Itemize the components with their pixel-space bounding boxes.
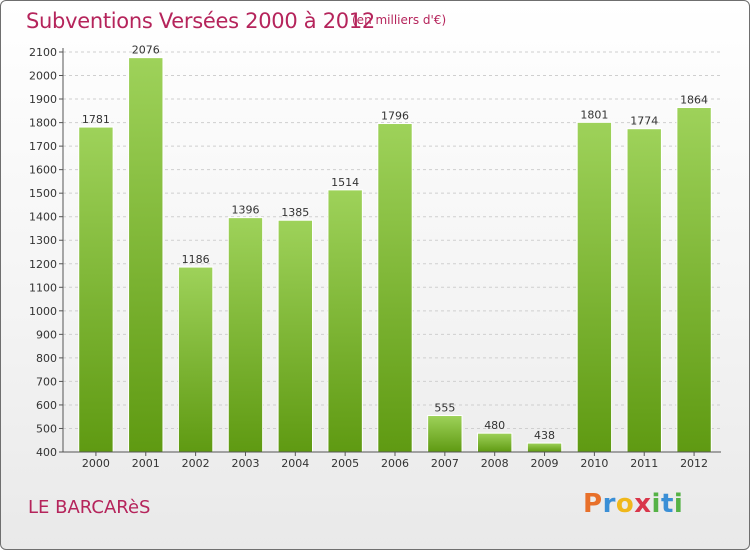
y-tick-label: 1300 <box>29 234 57 247</box>
y-axis: 400 500 600 700 800 900 1000 1100 1200 1300 1400 15… <box>29 46 64 459</box>
bar-2004 <box>277 219 314 453</box>
y-tick-label: 2000 <box>29 70 57 83</box>
y-tick-label: 700 <box>36 375 57 388</box>
y-tick-label: 1400 <box>29 211 57 224</box>
bar-2006 <box>377 123 413 453</box>
proxiti-logo: Proxiti <box>583 489 684 519</box>
x-tick-label-2001: 2001 <box>132 457 160 470</box>
bar-2003 <box>227 217 264 453</box>
data-label-2000: 1781 <box>82 113 110 126</box>
y-tick-label: 1900 <box>29 93 57 106</box>
data-label-2012: 1864 <box>680 94 708 107</box>
bar-2005 <box>327 189 363 453</box>
chart-unit: (en milliers d'€) <box>352 13 447 27</box>
x-tick-label-2000: 2000 <box>82 457 110 470</box>
data-label-2005: 1514 <box>331 176 359 189</box>
x-tick-label-2002: 2002 <box>182 457 210 470</box>
x-tick-label-2009: 2009 <box>531 457 559 470</box>
x-tick-label-2005: 2005 <box>331 457 359 470</box>
x-axis: 2000 2001 2002 2003 2004 2005 2006 2007 2008 2009… <box>63 451 721 470</box>
bar-chart: 400 500 600 700 800 900 1000 1100 1200 1300 1400 15… <box>29 44 721 470</box>
y-tick-label: 800 <box>36 352 57 365</box>
y-tick-label: 2100 <box>29 46 57 59</box>
bar-2009 <box>526 442 563 453</box>
bar-2008 <box>476 432 513 453</box>
bars <box>78 57 712 453</box>
bar-2012 <box>676 107 712 453</box>
y-tick-label: 500 <box>36 422 57 435</box>
data-label-2004: 1385 <box>281 206 309 219</box>
y-tick-label: 1100 <box>29 281 57 294</box>
data-labels: 1781 2076 1186 1396 1385 1514 1796 555 480 438 180… <box>82 44 708 442</box>
y-tick-label: 900 <box>36 328 57 341</box>
bar-2000 <box>78 126 114 453</box>
x-tick-label-2004: 2004 <box>281 457 309 470</box>
x-tick-label-2006: 2006 <box>381 457 409 470</box>
x-tick-label-2011: 2011 <box>630 457 658 470</box>
place-name: LE BARCARèS <box>28 497 151 518</box>
x-tick-label-2007: 2007 <box>431 457 459 470</box>
chart-title: Subventions Versées 2000 à 2012 <box>26 9 375 33</box>
data-label-2001: 2076 <box>132 44 160 57</box>
bar-2001 <box>128 57 164 453</box>
x-tick-label-2008: 2008 <box>481 457 509 470</box>
bar-2007 <box>427 415 463 453</box>
data-label-2002: 1186 <box>182 253 210 266</box>
data-label-2009: 438 <box>534 429 555 442</box>
y-tick-label: 1000 <box>29 305 57 318</box>
bar-2010 <box>576 121 613 453</box>
y-tick-label: 1200 <box>29 258 57 271</box>
y-tick-label: 600 <box>36 399 57 412</box>
x-tick-label-2012: 2012 <box>680 457 708 470</box>
y-tick-label: 1800 <box>29 117 57 130</box>
x-tick-label-2003: 2003 <box>231 457 259 470</box>
bar-2002 <box>177 266 214 453</box>
data-label-2003: 1396 <box>231 204 259 217</box>
y-tick-label: 1500 <box>29 187 57 200</box>
bar-2011 <box>626 128 662 453</box>
y-tick-label: 1700 <box>29 140 57 153</box>
data-label-2008: 480 <box>484 419 505 432</box>
data-label-2007: 555 <box>434 402 455 415</box>
data-label-2010: 1801 <box>580 108 608 121</box>
y-tick-label: 400 <box>36 446 57 459</box>
data-label-2011: 1774 <box>630 115 658 128</box>
data-label-2006: 1796 <box>381 110 409 123</box>
y-tick-label: 1600 <box>29 164 57 177</box>
x-tick-label-2010: 2010 <box>580 457 608 470</box>
